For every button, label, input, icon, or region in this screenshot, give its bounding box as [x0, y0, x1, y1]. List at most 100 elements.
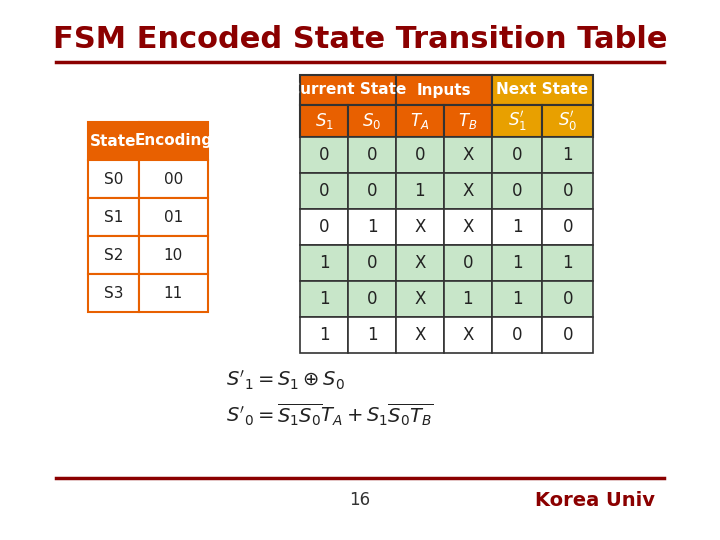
Text: 0: 0	[462, 254, 473, 272]
FancyBboxPatch shape	[348, 105, 396, 137]
Text: State: State	[90, 133, 137, 148]
Text: 0: 0	[512, 146, 523, 164]
Text: X: X	[462, 218, 474, 236]
FancyBboxPatch shape	[348, 281, 396, 317]
Text: $\mathit{T_A}$: $\mathit{T_A}$	[410, 111, 430, 131]
FancyBboxPatch shape	[88, 198, 139, 236]
Text: 1: 1	[512, 218, 523, 236]
Text: X: X	[414, 218, 426, 236]
Text: 1: 1	[512, 254, 523, 272]
FancyBboxPatch shape	[348, 209, 396, 245]
Text: 0: 0	[366, 290, 377, 308]
Text: 1: 1	[366, 326, 377, 344]
FancyBboxPatch shape	[396, 105, 444, 137]
FancyBboxPatch shape	[300, 137, 348, 173]
Text: 11: 11	[163, 286, 183, 300]
Text: $\mathit{S_0'}$: $\mathit{S_0'}$	[558, 109, 577, 133]
Text: 0: 0	[366, 182, 377, 200]
FancyBboxPatch shape	[396, 209, 444, 245]
FancyBboxPatch shape	[300, 209, 348, 245]
Text: 1: 1	[562, 254, 573, 272]
FancyBboxPatch shape	[444, 105, 492, 137]
Text: 0: 0	[366, 146, 377, 164]
Text: Encoding: Encoding	[135, 133, 212, 148]
FancyBboxPatch shape	[492, 105, 542, 137]
Text: 1: 1	[512, 290, 523, 308]
Text: 0: 0	[415, 146, 425, 164]
FancyBboxPatch shape	[542, 105, 593, 137]
FancyBboxPatch shape	[348, 317, 396, 353]
Text: S3: S3	[104, 286, 123, 300]
Text: $\mathit{S_0}$: $\mathit{S_0}$	[362, 111, 382, 131]
Text: 0: 0	[512, 326, 523, 344]
FancyBboxPatch shape	[88, 122, 139, 160]
Text: 0: 0	[512, 182, 523, 200]
FancyBboxPatch shape	[139, 198, 208, 236]
Text: 0: 0	[319, 146, 329, 164]
Text: S1: S1	[104, 210, 123, 225]
Text: 0: 0	[366, 254, 377, 272]
FancyBboxPatch shape	[396, 281, 444, 317]
Text: S2: S2	[104, 247, 123, 262]
FancyBboxPatch shape	[139, 274, 208, 312]
FancyBboxPatch shape	[396, 245, 444, 281]
FancyBboxPatch shape	[348, 245, 396, 281]
Text: 1: 1	[462, 290, 473, 308]
Text: X: X	[414, 326, 426, 344]
FancyBboxPatch shape	[396, 317, 444, 353]
Text: X: X	[414, 290, 426, 308]
Text: 10: 10	[163, 247, 183, 262]
Text: FSM Encoded State Transition Table: FSM Encoded State Transition Table	[53, 25, 667, 55]
FancyBboxPatch shape	[542, 317, 593, 353]
FancyBboxPatch shape	[300, 75, 396, 105]
Text: Korea Univ: Korea Univ	[535, 490, 655, 510]
Text: Current State: Current State	[289, 83, 407, 98]
FancyBboxPatch shape	[396, 137, 444, 173]
Text: $S'_0 = \overline{S_1}\overline{S_0}T_A + S_1\overline{S_0}\overline{T_B}$: $S'_0 = \overline{S_1}\overline{S_0}T_A …	[226, 402, 433, 428]
FancyBboxPatch shape	[396, 75, 492, 105]
Text: X: X	[462, 146, 474, 164]
FancyBboxPatch shape	[542, 209, 593, 245]
FancyBboxPatch shape	[444, 317, 492, 353]
Text: 1: 1	[319, 254, 329, 272]
FancyBboxPatch shape	[88, 236, 139, 274]
Text: Inputs: Inputs	[417, 83, 471, 98]
FancyBboxPatch shape	[300, 317, 348, 353]
FancyBboxPatch shape	[300, 105, 348, 137]
FancyBboxPatch shape	[300, 245, 348, 281]
FancyBboxPatch shape	[88, 274, 139, 312]
FancyBboxPatch shape	[348, 173, 396, 209]
Text: 0: 0	[562, 182, 573, 200]
FancyBboxPatch shape	[444, 245, 492, 281]
FancyBboxPatch shape	[492, 317, 542, 353]
Text: 1: 1	[562, 146, 573, 164]
Text: 0: 0	[319, 218, 329, 236]
Text: 01: 01	[163, 210, 183, 225]
FancyBboxPatch shape	[396, 173, 444, 209]
Text: $\mathit{S_1}$: $\mathit{S_1}$	[315, 111, 333, 131]
FancyBboxPatch shape	[300, 281, 348, 317]
Text: $S'_1 = S_1 \oplus S_0$: $S'_1 = S_1 \oplus S_0$	[226, 368, 346, 392]
FancyBboxPatch shape	[139, 160, 208, 198]
FancyBboxPatch shape	[88, 160, 139, 198]
FancyBboxPatch shape	[444, 173, 492, 209]
Text: $\mathit{S_1'}$: $\mathit{S_1'}$	[508, 109, 526, 133]
Text: S0: S0	[104, 172, 123, 186]
FancyBboxPatch shape	[542, 281, 593, 317]
FancyBboxPatch shape	[492, 137, 542, 173]
FancyBboxPatch shape	[492, 209, 542, 245]
FancyBboxPatch shape	[542, 245, 593, 281]
Text: 1: 1	[319, 326, 329, 344]
FancyBboxPatch shape	[492, 281, 542, 317]
FancyBboxPatch shape	[139, 122, 208, 160]
FancyBboxPatch shape	[300, 173, 348, 209]
Text: 0: 0	[319, 182, 329, 200]
FancyBboxPatch shape	[348, 137, 396, 173]
Text: $\mathit{T_B}$: $\mathit{T_B}$	[458, 111, 477, 131]
Text: 0: 0	[562, 290, 573, 308]
FancyBboxPatch shape	[444, 281, 492, 317]
Text: 1: 1	[319, 290, 329, 308]
Text: 1: 1	[366, 218, 377, 236]
FancyBboxPatch shape	[492, 245, 542, 281]
Text: X: X	[462, 326, 474, 344]
